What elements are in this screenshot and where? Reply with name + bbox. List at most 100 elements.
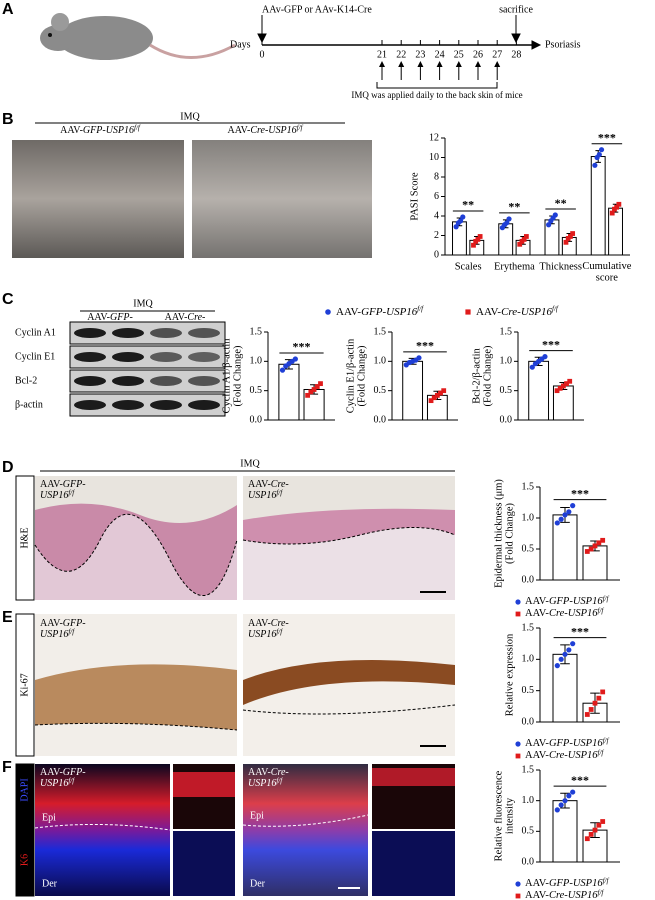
layer-label: Epi [250, 810, 264, 821]
data-point [592, 543, 598, 549]
y-tick-label: 0.5 [522, 543, 535, 554]
data-point [598, 147, 605, 153]
data-point [596, 822, 602, 828]
data-point [588, 546, 594, 552]
data-point [596, 151, 602, 158]
significance-label: *** [571, 486, 589, 500]
group-label: AAV-Cre-USP16f/f [248, 479, 289, 501]
data-point [517, 241, 523, 247]
data-point [305, 392, 311, 398]
skin-photo [12, 140, 184, 258]
panel-label: F [2, 759, 12, 776]
y-tick-label: 1.5 [250, 326, 263, 337]
data-point [570, 789, 576, 795]
days-label: Days [230, 39, 251, 50]
day-label: 22 [396, 49, 406, 60]
data-point [609, 210, 615, 216]
legend-label: AAV-GFP-USP16f/f [525, 595, 609, 608]
blot-strip [69, 345, 226, 369]
data-point [557, 385, 563, 391]
y-tick-label: 8 [434, 171, 439, 182]
data-point [554, 520, 560, 526]
chart: 0.0 0.5 1.0 1.5 Cyclin E1/β-actin (Fold Chang… [345, 326, 458, 425]
data-point [441, 388, 447, 394]
y-tick-label: 0 [434, 249, 439, 260]
legend-marker [515, 753, 521, 759]
data-point [552, 212, 558, 218]
data-point [477, 234, 483, 239]
y-tick-label: 1.5 [500, 326, 513, 337]
day-label: 0 [260, 49, 265, 60]
blot-band [74, 400, 106, 410]
y-axis-label: Relative expression [504, 633, 515, 716]
y-tick-label: 12 [429, 132, 439, 143]
x-tick-label: Erythema [494, 261, 535, 272]
data-point [584, 549, 590, 554]
data-point [453, 224, 459, 230]
data-point [588, 832, 594, 837]
y-tick-label: 1.0 [522, 795, 535, 806]
y-axis-label: Bcl-2/β-actin [471, 348, 482, 404]
y-tick-label: 1.5 [522, 622, 535, 633]
day-label: 28 [511, 49, 521, 60]
day-label: 21 [377, 49, 387, 60]
data-point [614, 204, 620, 210]
data-point [438, 390, 443, 396]
data-point [504, 220, 510, 226]
group-label: AAV-Cre-USP16f/f [248, 618, 289, 640]
data-point [523, 234, 529, 239]
legend-label: AAV-Cre-USP16f/f [525, 889, 604, 900]
data-point [311, 387, 317, 392]
blot-label: Cyclin A1 [15, 327, 56, 338]
y-tick-label: 4 [434, 210, 439, 221]
chart: 0.0 0.5 1.0 1.5 Relative fluorescence intensi… [493, 764, 620, 900]
data-point [564, 381, 569, 387]
x-tick-label: Thickness [539, 261, 582, 272]
y-axis-label: PASI Score [409, 172, 420, 221]
panel-label: C [2, 291, 14, 308]
blot-band [150, 376, 182, 386]
stain-box [15, 613, 35, 757]
blot-label: β-actin [15, 399, 43, 410]
blot-label: Cyclin E1 [15, 351, 55, 362]
blot-band [74, 328, 106, 338]
y-axis-label: Cyclin A1/β-actin [221, 338, 232, 414]
treatment-label: IMQ [180, 111, 200, 122]
y-tick-label: 1.0 [522, 654, 535, 665]
group-label: AAV-GFP-USP16f/f [40, 767, 86, 789]
legend-marker [515, 741, 521, 747]
dose-arrowhead [455, 61, 462, 67]
data-point [521, 237, 527, 242]
y-tick-label: 0.0 [522, 716, 535, 727]
data-point [279, 367, 286, 373]
significance-label: *** [571, 624, 589, 638]
data-point [570, 503, 576, 509]
significance-label: *** [571, 773, 589, 787]
fluorescence-image [35, 764, 170, 896]
data-point [318, 381, 323, 387]
significance-label: ** [555, 196, 567, 210]
group-label: AAV-GFP-USP16f/f [40, 479, 86, 501]
group-label: AAV-GFP-USP16f/f [40, 618, 86, 640]
y-tick-label: 0.5 [522, 685, 535, 696]
layer-label: Epi [42, 812, 56, 823]
data-point [558, 802, 564, 808]
data-point [308, 389, 314, 395]
treatment-label: IMQ [240, 458, 260, 469]
data-point [554, 663, 560, 669]
y-axis-label: Relative fluorescence [493, 770, 504, 861]
chart: 0 2 4 6 8 10 12 PASI Score Scales ** Erythema ** Thi… [409, 130, 631, 284]
group-label: AAV-Cre-USP16f/f [228, 124, 304, 136]
significance-label: *** [598, 130, 616, 144]
y-tick-label: 1.0 [250, 356, 263, 367]
bar [552, 514, 578, 581]
y-axis-label: (Fold Change) [504, 503, 515, 564]
group-label: AAV-Cre-USP16f/f [248, 767, 289, 789]
blot-band [188, 328, 220, 338]
data-point [570, 231, 576, 236]
data-point [562, 798, 568, 804]
y-axis-label: (Fold Change) [482, 345, 493, 406]
day-label: 26 [473, 49, 483, 60]
data-point [457, 218, 464, 224]
